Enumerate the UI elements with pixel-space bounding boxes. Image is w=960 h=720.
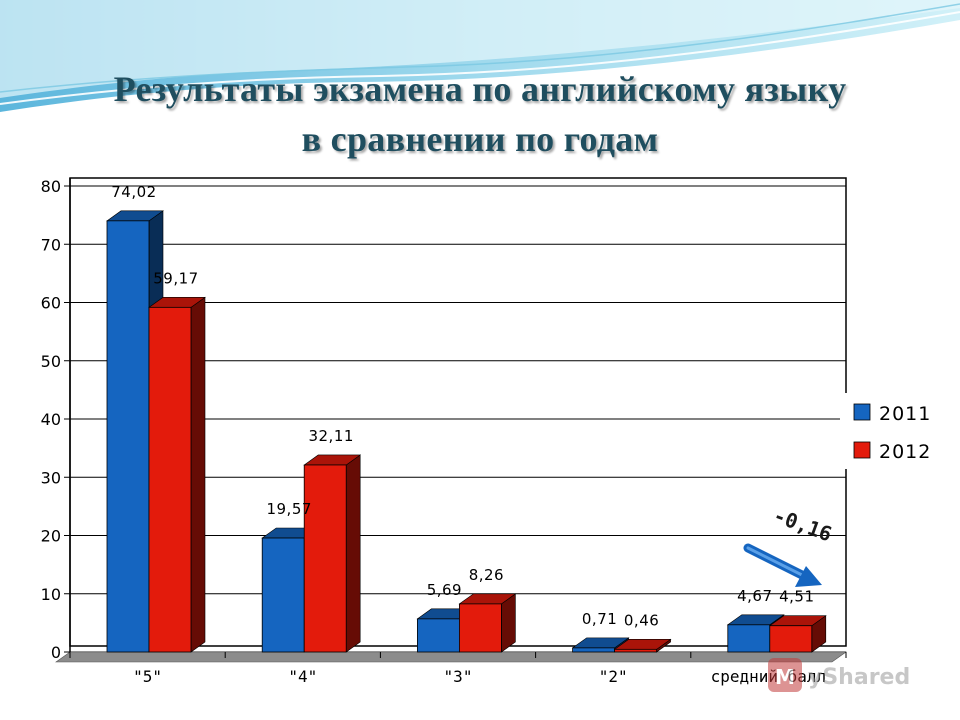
svg-text:yShared: yShared: [808, 665, 910, 690]
x-category-label: "4": [288, 667, 317, 686]
y-tick-label: 20: [41, 527, 61, 546]
bars: [106, 210, 827, 653]
data-label-2012-3: 8,26: [469, 566, 504, 584]
bar-2012-4: [613, 638, 672, 653]
bar-side: [190, 296, 206, 653]
data-label-2011-1: 74,02: [111, 183, 156, 201]
legend-item-2012: 2012: [853, 441, 931, 463]
y-tick-label: 40: [41, 410, 61, 429]
difference-label: -0,16: [770, 503, 835, 546]
data-label-2011-2: 19,57: [266, 500, 311, 518]
bar-front: [769, 625, 813, 653]
legend-swatch-2012: [853, 441, 871, 459]
y-tick-label: 30: [41, 468, 61, 487]
data-label-2011-4: 0,71: [582, 610, 617, 628]
legend-label-2011: 2011: [879, 403, 931, 425]
y-tick-label: 0: [51, 643, 61, 662]
bar-front: [106, 220, 150, 653]
svg-text:M: M: [775, 665, 795, 689]
floor-plane: [55, 651, 847, 663]
data-label-2012-4: 0,46: [624, 611, 659, 629]
y-tick-label: 60: [41, 294, 61, 313]
header-wave-line-2: [0, 3, 960, 93]
data-labels: 74,02 19,57 5,69 0,71 4,67 59,17 32,11 8,26 0,46…: [111, 183, 814, 629]
x-category-label: "5": [133, 667, 162, 686]
legend-label-2012: 2012: [879, 441, 931, 463]
y-tick-label: 10: [41, 585, 61, 604]
watermark: M yShared: [768, 658, 910, 692]
data-label-2012-5: 4,51: [779, 588, 814, 606]
bar-side: [345, 454, 361, 653]
data-label-2012-1: 59,17: [153, 269, 198, 287]
difference-annotation: -0,16: [743, 503, 835, 587]
bar-front: [416, 618, 460, 653]
data-label-2012-2: 32,11: [308, 427, 353, 445]
header-wave-line: [0, 11, 960, 105]
bar-2012-3: [458, 593, 517, 653]
bar-front: [458, 603, 502, 653]
bar-2012-2: [303, 454, 362, 653]
chart-floor: [55, 651, 847, 663]
bar-2011-4: [571, 637, 630, 653]
slide-title-line-2: в сравнении по годам: [301, 119, 659, 159]
legend-swatch-2011: [853, 403, 871, 421]
y-tick-label: 80: [41, 177, 61, 196]
header-wave-light: [0, 0, 960, 98]
data-label-2011-5: 4,67: [737, 587, 772, 605]
x-category-label: "2": [599, 667, 628, 686]
bar-front: [572, 647, 615, 653]
y-axis: 0 10 20 30 40 50 60 70 80: [41, 177, 71, 662]
arrow-down-right-icon: [743, 543, 822, 587]
legend: 2011 2012: [840, 393, 948, 469]
x-category-label: "3": [444, 667, 473, 686]
bar-2012-5: [768, 615, 827, 653]
bar-front: [614, 648, 657, 653]
slide-title-line-1: Результаты экзамена по английскому языку: [113, 69, 847, 109]
y-tick-label: 70: [41, 235, 61, 254]
bar-front: [727, 624, 771, 653]
y-tick-label: 50: [41, 352, 61, 371]
bar-2012-1: [148, 296, 206, 653]
bar-front: [303, 464, 347, 653]
legend-item-2011: 2011: [853, 403, 931, 425]
bar-front: [261, 537, 305, 653]
data-label-2011-3: 5,69: [427, 581, 462, 599]
bar-front: [148, 306, 192, 653]
